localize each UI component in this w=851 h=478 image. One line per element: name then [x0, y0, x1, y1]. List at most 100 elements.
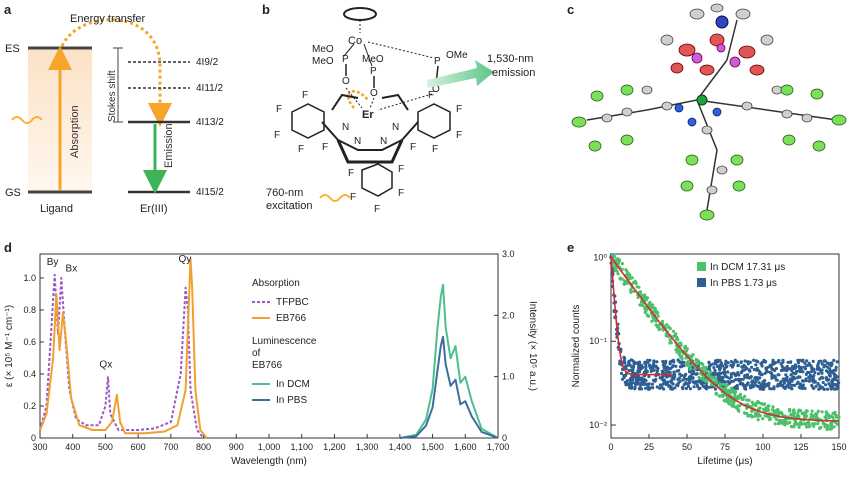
point-dcm: [770, 408, 775, 412]
f-l3: F: [274, 130, 280, 141]
point-pbs: [642, 381, 646, 385]
point-pbs: [828, 372, 832, 376]
point-dcm: [704, 369, 708, 373]
point-dcm: [635, 285, 639, 289]
point-pbs: [767, 381, 771, 385]
point-pbs: [653, 379, 657, 383]
point-dcm: [788, 409, 792, 413]
point-pbs: [735, 360, 739, 364]
y-right-tick-label: 1.0: [502, 372, 515, 382]
x-tick-label-d: 400: [65, 442, 80, 452]
x-tick-label-d: 1,000: [258, 442, 281, 452]
point-dcm: [761, 417, 765, 421]
point-pbs: [629, 382, 633, 386]
point-dcm: [813, 422, 817, 426]
point-pbs: [834, 365, 838, 369]
emission-text-2: emission: [492, 67, 535, 79]
f-l5: F: [322, 142, 328, 153]
point-pbs: [770, 363, 774, 367]
point-pbs: [803, 361, 807, 365]
point-pbs: [817, 359, 821, 364]
point-dcm: [837, 415, 841, 419]
point-dcm: [774, 409, 779, 413]
x-tick-label-e: 125: [793, 442, 808, 452]
x-tick-label-e: 25: [644, 442, 654, 452]
point-pbs: [712, 362, 716, 366]
meo-1: MeO: [312, 44, 334, 55]
point-pbs: [830, 369, 834, 373]
point-pbs: [739, 377, 743, 382]
point-pbs: [795, 382, 799, 386]
point-dcm: [763, 402, 767, 406]
point-pbs: [636, 361, 640, 365]
point-dcm: [782, 418, 786, 422]
point-pbs: [662, 378, 666, 382]
point-pbs: [682, 374, 686, 379]
point-dcm: [798, 408, 802, 413]
point-dcm: [784, 420, 788, 425]
x-tick-label-d: 700: [163, 442, 178, 452]
point-dcm: [754, 401, 759, 405]
point-dcm: [825, 413, 829, 417]
point-pbs: [743, 384, 747, 389]
point-dcm: [736, 408, 740, 412]
point-pbs: [790, 377, 794, 381]
point-pbs: [816, 367, 820, 371]
n-1: N: [342, 122, 349, 133]
point-pbs: [816, 381, 820, 386]
point-pbs: [730, 365, 735, 369]
point-pbs: [635, 374, 639, 378]
point-pbs: [692, 372, 696, 376]
point-pbs: [726, 370, 730, 374]
point-dcm: [714, 391, 718, 395]
point-pbs: [656, 366, 660, 371]
f-r3: F: [456, 130, 462, 141]
point-pbs: [833, 383, 837, 387]
point-dcm: [777, 418, 781, 423]
point-pbs: [628, 378, 632, 382]
point-pbs: [643, 360, 647, 364]
point-pbs: [640, 376, 644, 380]
corrole-ring: [321, 93, 419, 151]
point-pbs: [675, 383, 679, 387]
legend-absorption-title: Absorption: [252, 278, 300, 289]
y-left-tick-label: 0: [31, 433, 36, 443]
emission-label: Emission: [163, 123, 175, 168]
point-pbs: [753, 380, 757, 384]
point-pbs: [830, 362, 834, 366]
point-pbs: [719, 361, 724, 365]
point-pbs: [822, 359, 826, 363]
cobalt-atom: [715, 15, 729, 29]
point-pbs: [720, 379, 724, 383]
legend-dcm-e: In DCM 17.31 μs: [710, 262, 785, 273]
legend-dcm: In DCM: [276, 379, 310, 390]
point-pbs: [784, 366, 789, 370]
point-pbs: [824, 369, 829, 373]
point-dcm: [655, 325, 659, 329]
point-dcm: [830, 422, 834, 426]
point-pbs: [781, 366, 786, 370]
point-dcm: [809, 412, 813, 416]
point-pbs: [646, 360, 650, 364]
point-pbs: [755, 376, 759, 380]
point-pbs: [754, 363, 758, 367]
point-dcm: [804, 422, 808, 426]
point-pbs: [678, 372, 682, 376]
point-pbs: [655, 360, 659, 364]
point-pbs: [695, 372, 699, 376]
point-dcm: [698, 361, 702, 366]
point-pbs: [832, 358, 836, 362]
point-pbs: [652, 368, 656, 372]
point-pbs: [644, 379, 648, 383]
fluorine-atoms: [571, 84, 847, 221]
point-dcm: [815, 412, 819, 416]
point-pbs: [631, 375, 635, 379]
point-pbs: [820, 362, 824, 366]
point-pbs: [743, 365, 747, 369]
point-dcm: [832, 425, 836, 429]
point-pbs: [756, 360, 760, 364]
point-pbs: [686, 384, 691, 388]
point-dcm: [723, 398, 727, 402]
point-pbs: [796, 376, 800, 380]
legend-pbs: In PBS: [276, 395, 307, 406]
